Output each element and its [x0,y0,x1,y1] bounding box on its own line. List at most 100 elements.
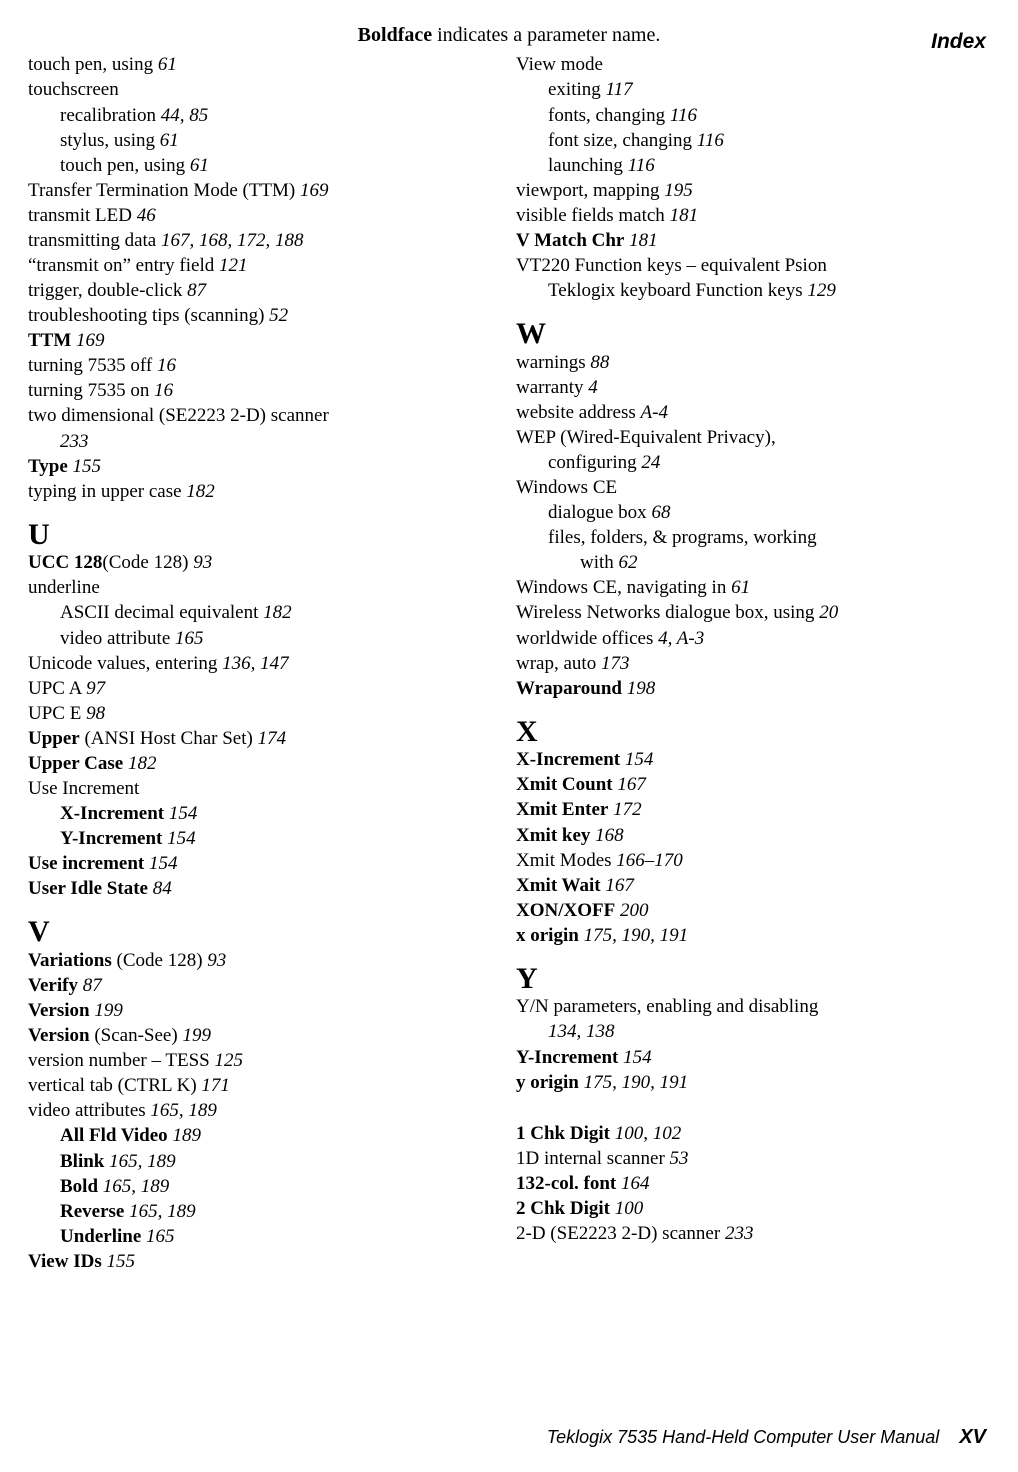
index-pages: 116 [628,155,655,176]
index-entry-line: version number – TESS 125 [28,1050,243,1071]
index-pages: 182 [186,481,215,502]
index-term: Type [28,456,68,477]
index-term: touchscreen [28,79,119,100]
index-entry: touchscreen [28,77,502,102]
index-term: Windows CE [516,477,617,498]
index-pages: 154 [167,828,196,849]
index-pages: 165, 189 [109,1151,176,1172]
index-entry-line: Variations (Code 128) 93 [28,950,226,971]
index-entry-line: All Fld Video 189 [28,1123,502,1148]
index-term: View mode [516,54,603,75]
index-term: Version [28,1000,90,1021]
index-entry: turning 7535 on 16 [28,378,502,403]
index-entry: UPC A 97 [28,676,502,701]
index-entry: Xmit Enter 172 [516,797,990,822]
index-entry-line: Wraparound 198 [516,678,655,699]
index-entry: worldwide offices 4, A-3 [516,626,990,651]
index-entry-line: 134, 138 [516,1019,990,1044]
index-pages: 167 [605,875,634,896]
index-pages: 93 [193,552,212,573]
index-entry-line: WEP (Wired-Equivalent Privacy), [516,427,776,448]
index-entry-line: User Idle State 84 [28,878,172,899]
index-entry-line: touch pen, using 61 [28,153,502,178]
index-term: Windows CE, navigating in [516,577,731,598]
index-entry: exiting 117 [516,77,990,102]
index-entry-line: 132-col. font 164 [516,1173,650,1194]
index-entry: 2-D (SE2223 2-D) scanner 233 [516,1221,990,1246]
index-term: Use increment [28,853,144,874]
index-pages: 172 [613,799,642,820]
index-pages: 168 [595,825,624,846]
index-term: worldwide offices [516,628,658,649]
index-term: Verify [28,975,78,996]
index-entry: warnings 88 [516,350,990,375]
index-term: Version [28,1025,90,1046]
index-term: trigger, double-click [28,280,187,301]
index-entry: VT220 Function keys – equivalent Psion [516,253,990,278]
section-heading: W [516,317,990,352]
index-entry-line: Use increment 154 [28,853,178,874]
index-entry: 134, 138 [516,1019,990,1044]
index-pages: 121 [219,255,248,276]
index-pages: 175, 190, 191 [584,1072,689,1093]
spacer [516,1095,990,1121]
index-term: “transmit on” entry field [28,255,219,276]
index-term: touch pen, using [60,155,190,176]
subtitle-rest: indicates a parameter name. [432,24,660,46]
index-entry: Teklogix keyboard Function keys 129 [516,278,990,303]
index-entry-line: Y/N parameters, enabling and disabling [516,996,818,1017]
index-pages: 61 [190,155,209,176]
index-entry-line: UPC A 97 [28,678,105,699]
index-entry-line: font size, changing 116 [516,128,990,153]
index-term: recalibration [60,105,161,126]
index-entry-line: UCC 128(Code 128) 93 [28,552,212,573]
column-left: touch pen, using 61 touchscreen recalibrat… [28,52,510,1274]
index-term: typing in upper case [28,481,186,502]
index-term: visible fields match [516,205,670,226]
index-entry: troubleshooting tips (scanning) 52 [28,303,502,328]
index-pages: 62 [619,552,638,573]
index-term: touch pen, using [28,54,158,75]
index-pages: 116 [697,130,724,151]
index-term-suffix: (Scan-See) [90,1025,183,1046]
index-entry: Type 155 [28,454,502,479]
index-entry: stylus, using 61 [28,128,502,153]
index-entry-line: dialogue box 68 [516,500,990,525]
index-entry-line: wrap, auto 173 [516,653,629,674]
index-pages: 93 [207,950,226,971]
index-entry-line: configuring 24 [516,450,990,475]
index-pages: 182 [263,602,292,623]
index-term: exiting [548,79,606,100]
index-pages: 167, 168, 172, 188 [161,230,304,251]
index-term: 132-col. font [516,1173,616,1194]
index-entry-line: Verify 87 [28,975,102,996]
index-term: TTM [28,330,71,351]
index-pages: 116 [670,105,697,126]
index-entry: Use increment 154 [28,851,502,876]
index-pages: 155 [106,1251,135,1272]
index-entry: Windows CE, navigating in 61 [516,575,990,600]
index-entry-line: fonts, changing 116 [516,103,990,128]
index-pages: 154 [625,749,654,770]
index-term: wrap, auto [516,653,601,674]
index-entry-line: with 62 [516,550,990,575]
index-pages: 154 [623,1047,652,1068]
index-pages: 44, 85 [161,105,209,126]
index-entry-line: Type 155 [28,456,101,477]
index-entry: Wraparound 198 [516,676,990,701]
index-term: configuring [548,452,641,473]
index-entry: Xmit Wait 167 [516,873,990,898]
index-term: viewport, mapping [516,180,664,201]
index-entry: Version 199 [28,998,502,1023]
index-term: Reverse [60,1201,124,1222]
index-term: x origin [516,925,579,946]
subtitle: Boldface indicates a parameter name. [0,22,1018,48]
index-pages: 46 [137,205,156,226]
index-pages: 165, 189 [103,1176,170,1197]
index-entry-line: Upper (ANSI Host Char Set) 174 [28,728,286,749]
index-entry: All Fld Video 189 [28,1123,502,1148]
index-entry-line: Version 199 [28,1000,123,1021]
index-entry-line: 1 Chk Digit 100, 102 [516,1123,681,1144]
index-entry: x origin 175, 190, 191 [516,923,990,948]
index-entry: launching 116 [516,153,990,178]
